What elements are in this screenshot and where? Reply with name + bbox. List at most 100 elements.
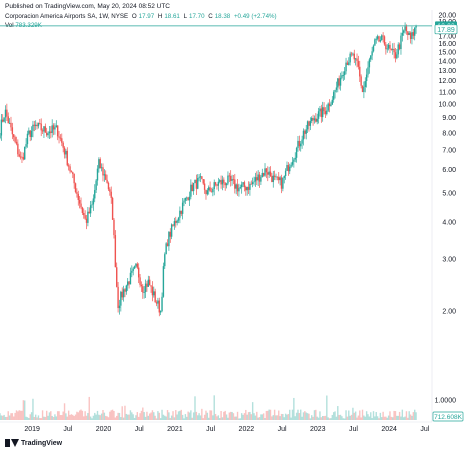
- x-tick-label: 2020: [96, 426, 112, 433]
- candle: [52, 123, 55, 136]
- volume-bar: [398, 411, 401, 420]
- volume-bar: [111, 409, 114, 420]
- candle: [122, 285, 125, 302]
- volume-bar: [360, 417, 362, 420]
- volume-bar: [65, 413, 67, 420]
- candle: [217, 177, 220, 192]
- volume-bar: [161, 409, 163, 420]
- candle: [136, 262, 139, 270]
- candle: [415, 24, 417, 34]
- candle: [197, 174, 199, 190]
- volume-bar: [271, 416, 273, 420]
- volume-bar: [181, 414, 184, 420]
- brand-name: TradingView: [21, 439, 63, 447]
- volume-bar: [232, 413, 235, 420]
- volume-bar: [227, 417, 229, 420]
- volume-bar: [313, 410, 316, 420]
- candle: [338, 75, 340, 90]
- candle: [392, 43, 394, 55]
- volume-bar: [289, 409, 291, 420]
- candle: [242, 181, 244, 188]
- candle: [78, 196, 81, 209]
- candle: [157, 297, 159, 309]
- x-tick-label: Jul: [63, 426, 72, 433]
- symbol-title[interactable]: Corporacion America Airports SA, 1W, NYS…: [5, 13, 129, 20]
- volume-bar: [348, 410, 350, 420]
- volume-bar: [223, 411, 225, 420]
- volume-bar: [114, 417, 117, 420]
- candle: [117, 282, 119, 313]
- volume-bar: [45, 410, 48, 420]
- candle: [59, 134, 62, 142]
- candle: [272, 170, 274, 188]
- candle: [164, 252, 166, 269]
- volume-bar: [78, 410, 81, 420]
- volume-bar: [269, 409, 272, 420]
- candle: [232, 175, 235, 185]
- candle: [404, 22, 406, 34]
- y-tick-label: 8.00: [442, 130, 456, 137]
- candle: [245, 185, 247, 196]
- candle: [77, 190, 79, 206]
- volume-bar: [122, 417, 125, 420]
- volume-bar: [198, 413, 200, 420]
- y-axis: 20.0019.0018.0017.0016.0015.0014.0013.00…: [435, 13, 457, 405]
- volume-bar: [235, 416, 237, 420]
- volume-bar: [158, 412, 160, 420]
- candle: [88, 207, 90, 214]
- candle: [249, 181, 251, 196]
- volume-bar: [10, 413, 12, 420]
- volume-bar: [83, 416, 85, 420]
- high-value: 18.61: [164, 13, 180, 20]
- volume-bar: [260, 414, 262, 420]
- candle: [100, 163, 103, 172]
- volume-bar: [387, 415, 390, 420]
- volume-bar: [137, 416, 140, 420]
- close-value: 18.38: [214, 13, 231, 20]
- volume-bar: [231, 411, 233, 420]
- candle: [106, 174, 108, 184]
- volume-bar: [404, 416, 406, 420]
- y-tick-label: 5.00: [442, 191, 456, 198]
- candle: [128, 281, 130, 289]
- candle: [124, 288, 126, 298]
- candle: [146, 280, 148, 292]
- candle: [166, 239, 169, 247]
- candle: [195, 174, 198, 195]
- volume-bar: [36, 417, 38, 420]
- volume-bar: [140, 410, 143, 420]
- volume-bar: [210, 410, 213, 420]
- volume-bar: [8, 415, 11, 420]
- volume-bar: [116, 415, 118, 420]
- candle: [205, 189, 207, 200]
- candle: [114, 230, 117, 268]
- candle: [238, 183, 240, 197]
- candle: [187, 196, 189, 201]
- candle: [65, 148, 67, 159]
- volume-bar: [186, 416, 188, 420]
- candle: [107, 181, 110, 192]
- y-tick-label: 14.00: [438, 58, 456, 65]
- volume-bar: [317, 417, 320, 420]
- volume-bar: [334, 411, 336, 420]
- candle: [286, 161, 288, 171]
- volume-bar: [272, 415, 274, 420]
- candle: [343, 67, 346, 80]
- candle: [21, 152, 23, 164]
- volume-bar: [91, 418, 93, 420]
- volume-bar: [368, 416, 371, 420]
- volume-bar: [371, 418, 373, 420]
- candle: [6, 103, 8, 121]
- candle: [306, 120, 309, 134]
- volume-bar: [279, 416, 281, 420]
- volume-bar: [28, 418, 30, 420]
- volume-bar: [246, 414, 248, 420]
- candle: [110, 186, 112, 204]
- volume-bar: [118, 412, 121, 420]
- candle: [44, 123, 47, 133]
- volume-bar: [261, 414, 263, 420]
- candle: [13, 133, 15, 142]
- volume-bar: [304, 411, 306, 420]
- volume-bar: [169, 417, 171, 420]
